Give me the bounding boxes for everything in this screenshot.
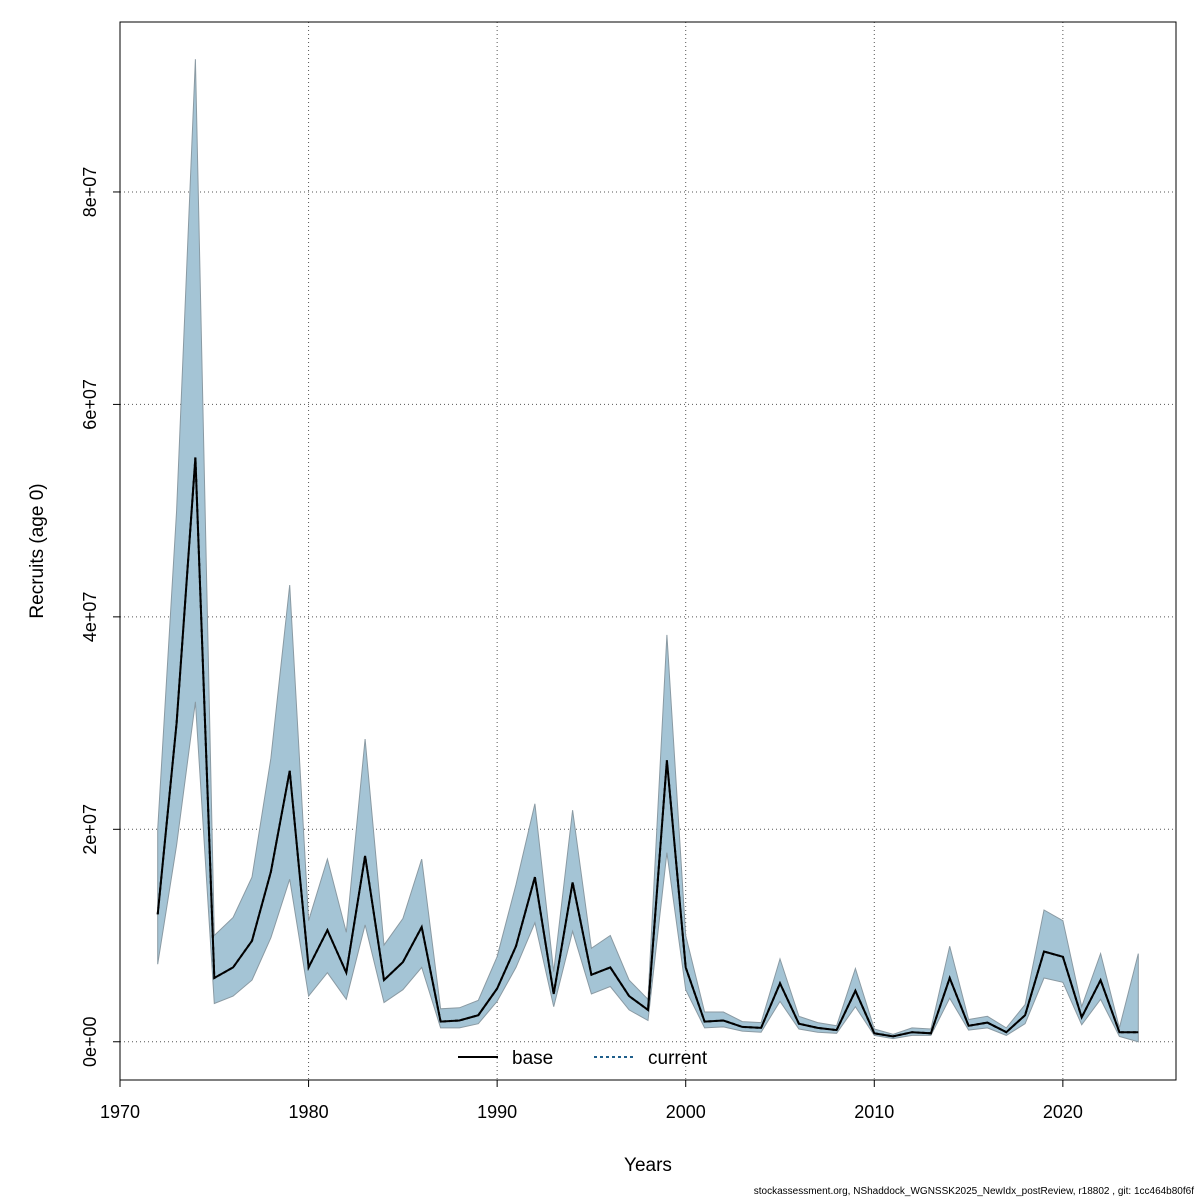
y-tick-label: 0e+00 [80, 1016, 100, 1067]
y-tick-label: 2e+07 [80, 804, 100, 855]
x-axis: 1970 1980 1990 2000 2010 2020 [100, 1079, 1083, 1122]
legend-base-label: base [512, 1048, 553, 1069]
y-tick-label: 6e+07 [80, 379, 100, 430]
grid-lines [120, 22, 1176, 1080]
footer-caption: stockassessment.org, NShaddock_WGNSSK202… [753, 1186, 1194, 1197]
x-tick-label: 2000 [666, 1102, 706, 1122]
x-tick-label: 1990 [477, 1102, 517, 1122]
x-tick-label: 1970 [100, 1102, 140, 1122]
x-axis-title: Years [624, 1155, 672, 1176]
x-tick-label: 2020 [1043, 1102, 1083, 1122]
y-axis-title: Recruits (age 0) [27, 483, 48, 618]
y-tick-label: 8e+07 [80, 167, 100, 218]
x-tick-label: 2010 [854, 1102, 894, 1122]
y-axis: 0e+00 2e+07 4e+07 6e+07 8e+07 [80, 167, 121, 1067]
series-current-line [156, 457, 1139, 1038]
legend-current-label: current [648, 1048, 708, 1069]
legend: base current [458, 1048, 708, 1069]
confidence-band [157, 59, 1139, 1043]
series-lines [156, 457, 1139, 1038]
y-tick-label: 4e+07 [80, 592, 100, 643]
x-tick-label: 1980 [289, 1102, 329, 1122]
confidence-band-area [157, 59, 1139, 1043]
